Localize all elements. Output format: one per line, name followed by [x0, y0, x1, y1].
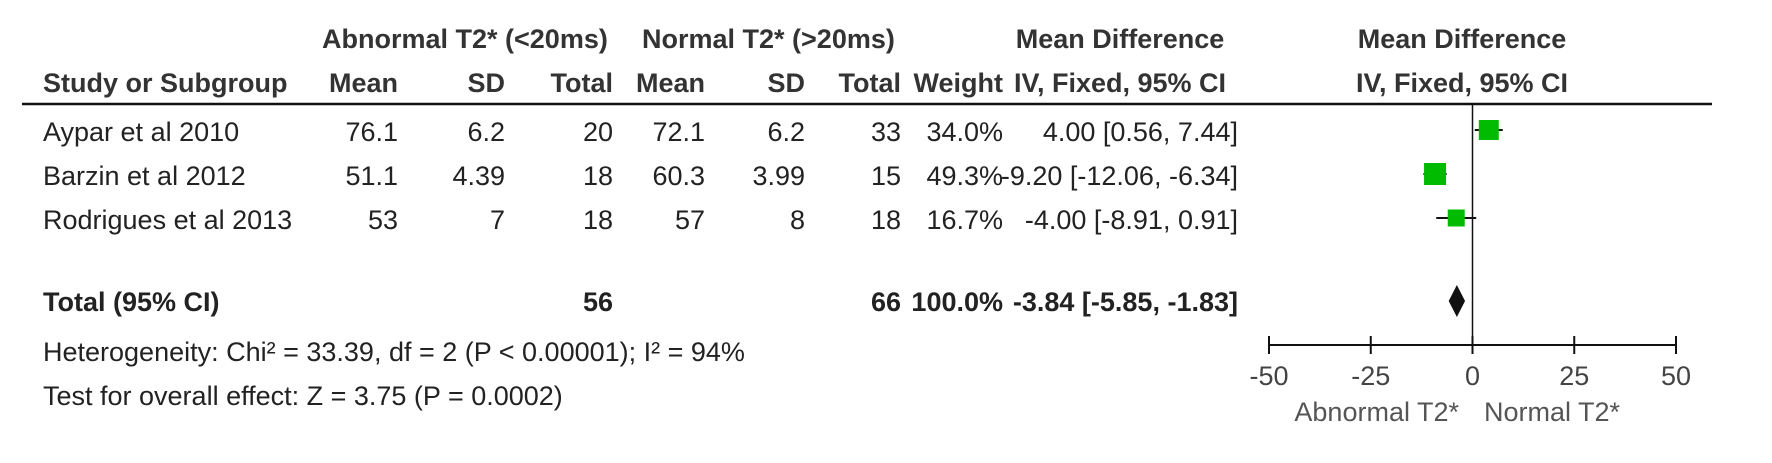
favours-left-label: Abnormal T2* [1294, 397, 1459, 427]
sd1-header: SD [467, 68, 505, 98]
plot-header-title: Mean Difference [1357, 24, 1567, 54]
total2-cell: 33 [870, 117, 901, 147]
mean2-header: Mean [635, 68, 705, 98]
sd1-cell: 6.2 [467, 117, 505, 147]
mean2-cell: 57 [674, 205, 705, 235]
total2-cell: 18 [870, 205, 901, 235]
overall-effect-text: Test for overall effect: Z = 3.75 (P = 0… [43, 381, 563, 411]
mean1-cell: 53 [367, 205, 398, 235]
mean1-header: Mean [328, 68, 398, 98]
pooled-diamond [1448, 285, 1466, 317]
plot-header-sub: IV, Fixed, 95% CI [1355, 68, 1569, 98]
x-tick-label: 0 [1465, 361, 1480, 391]
sd1-cell: 7 [489, 205, 505, 235]
total-label: Total (95% CI) [43, 287, 220, 317]
total1-cell: 18 [582, 205, 613, 235]
mean2-cell: 72.1 [652, 117, 705, 147]
x-tick-label: -25 [1351, 361, 1390, 391]
sd2-header: SD [767, 68, 805, 98]
sd2-cell: 3.99 [752, 161, 805, 191]
weight-header: Weight [913, 68, 1004, 98]
total1-sum: 56 [582, 287, 613, 317]
study-name: Aypar et al 2010 [43, 117, 240, 147]
x-tick-label: 25 [1559, 361, 1589, 391]
study-name: Barzin et al 2012 [43, 161, 246, 191]
total2-header: Total [838, 68, 902, 98]
study-header: Study or Subgroup [43, 68, 288, 98]
total1-cell: 18 [582, 161, 613, 191]
sd2-cell: 8 [789, 205, 805, 235]
sd1-cell: 4.39 [452, 161, 505, 191]
group2-header: Normal T2* (>20ms) [642, 24, 895, 54]
x-tick-label: 50 [1661, 361, 1691, 391]
weight-cell: 49.3% [926, 161, 1003, 191]
md-header-title: Mean Difference [1015, 24, 1225, 54]
weight-cell: 34.0% [926, 117, 1003, 147]
effect-box [1447, 209, 1465, 227]
favours-right-label: Normal T2* [1484, 397, 1621, 427]
md-header-sub: IV, Fixed, 95% CI [1013, 68, 1227, 98]
ci-cell: 4.00 [0.56, 7.44] [1042, 117, 1238, 147]
total-ci: -3.84 [-5.85, -1.83] [1012, 287, 1238, 317]
effect-box [1478, 120, 1499, 140]
ci-cell: -9.20 [-12.06, -6.34] [1000, 161, 1238, 191]
heterogeneity-text: Heterogeneity: Chi² = 33.39, df = 2 (P <… [43, 337, 745, 367]
study-name: Rodrigues et al 2013 [43, 205, 293, 235]
weight-cell: 16.7% [926, 205, 1003, 235]
total2-cell: 15 [870, 161, 901, 191]
total2-sum: 66 [870, 287, 901, 317]
mean2-cell: 60.3 [652, 161, 705, 191]
x-tick-label: -50 [1249, 361, 1288, 391]
total1-header: Total [550, 68, 614, 98]
group1-header: Abnormal T2* (<20ms) [322, 24, 608, 54]
ci-cell: -4.00 [-8.91, 0.91] [1024, 205, 1238, 235]
mean1-cell: 76.1 [345, 117, 398, 147]
total-weight: 100.0% [911, 287, 1003, 317]
effect-box [1424, 163, 1447, 185]
total1-cell: 20 [582, 117, 613, 147]
sd2-cell: 6.2 [767, 117, 805, 147]
mean1-cell: 51.1 [345, 161, 398, 191]
